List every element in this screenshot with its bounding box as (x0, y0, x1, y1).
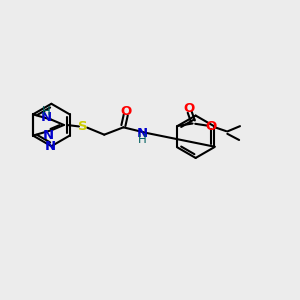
Text: O: O (120, 105, 131, 118)
Text: H: H (42, 105, 50, 118)
Text: O: O (183, 102, 195, 115)
Text: N: N (43, 129, 54, 142)
Text: N: N (40, 111, 52, 124)
Text: O: O (205, 120, 216, 133)
Text: N: N (45, 140, 56, 153)
Text: N: N (137, 127, 148, 140)
Text: S: S (78, 120, 88, 133)
Text: H: H (138, 133, 147, 146)
